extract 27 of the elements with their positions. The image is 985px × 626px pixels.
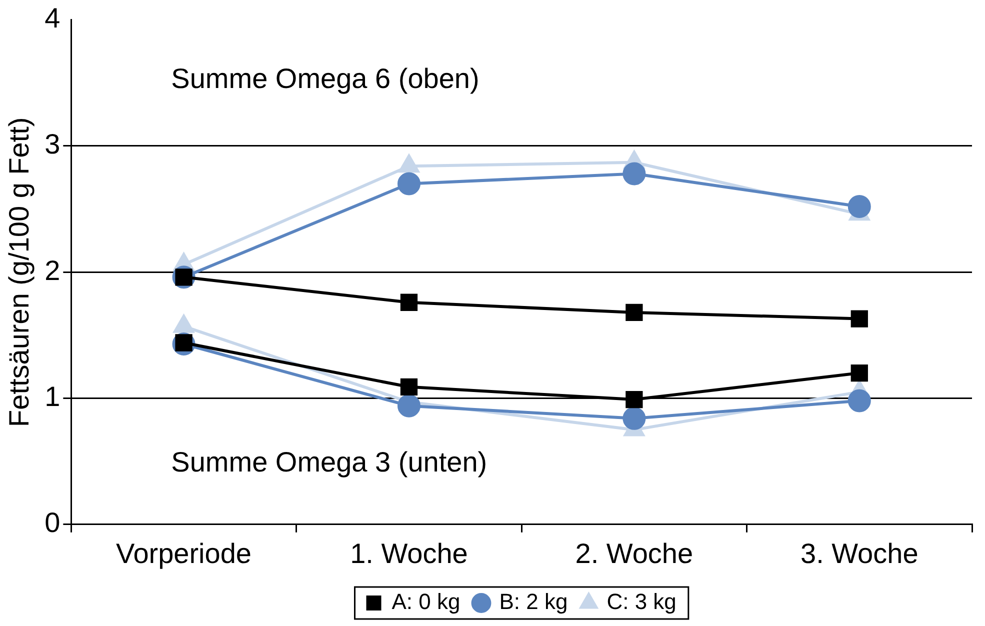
x-tick-label: Vorperiode (116, 538, 252, 569)
y-tick-label: 4 (44, 2, 60, 34)
point (626, 390, 643, 408)
legend-label: B: 2 kg (499, 589, 568, 614)
point (622, 406, 646, 430)
point (848, 389, 871, 412)
point (400, 294, 418, 311)
x-tick-label: 2. Woche (575, 538, 694, 569)
y-tick-label: 1 (44, 380, 60, 412)
point (397, 394, 420, 418)
point (626, 304, 643, 322)
y-tick-label: 3 (44, 128, 60, 160)
y-tick-label: 0 (44, 507, 60, 538)
point (850, 364, 868, 382)
point (397, 172, 420, 196)
annotation: Summe Omega 3 (unten) (171, 446, 488, 478)
annotation: Summe Omega 6 (oben) (171, 63, 480, 94)
point (400, 378, 418, 396)
x-tick-label: 3. Woche (800, 538, 918, 569)
point (848, 195, 871, 218)
y-axis-title: Fettsäuren (g/100 g Fett) (4, 117, 35, 427)
y-tick-label: 2 (44, 254, 60, 286)
x-tick-label: 1. Woche (350, 538, 468, 569)
legend-label: A: 0 kg (392, 589, 460, 614)
point (622, 162, 646, 186)
point (850, 310, 868, 328)
legend-label: C: 3 kg (606, 589, 676, 614)
